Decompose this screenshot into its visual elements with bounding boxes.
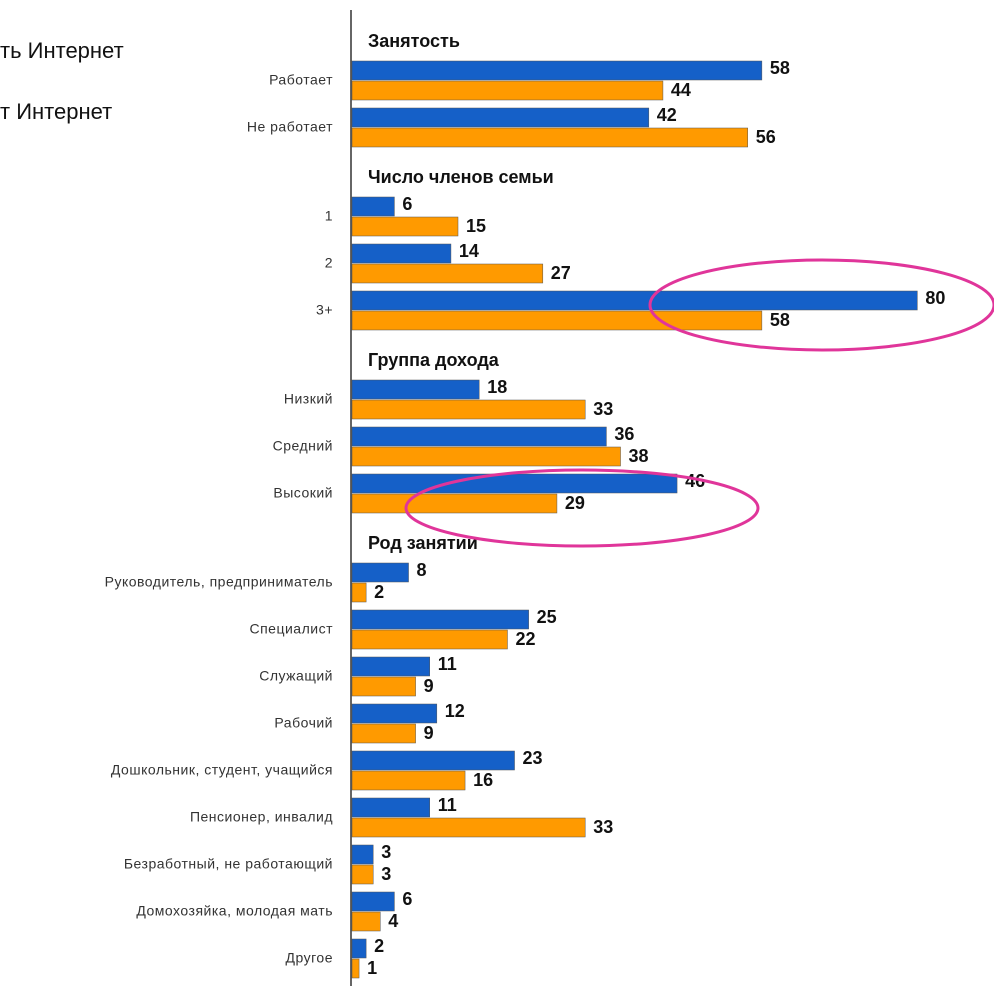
bar [351,379,480,400]
category-label: Не работает [247,119,333,135]
value-label: 6 [402,889,412,909]
bar [351,243,452,264]
value-label: 15 [466,216,486,236]
category-label: Специалист [249,621,333,637]
value-label: 38 [629,446,649,466]
bar [351,399,586,420]
bar [351,60,763,81]
group-title: Род занятии [368,533,478,553]
value-label: 46 [685,471,705,491]
bar [351,196,395,217]
value-label: 8 [417,560,427,580]
category-label: 2 [325,255,333,271]
bar [351,290,918,311]
value-label: 11 [438,654,457,674]
category-label: 3+ [316,302,333,318]
legend-label: т Интернет [0,99,112,124]
value-label: 12 [445,701,465,721]
category-label: Пенсионер, инвалид [190,809,333,825]
category-label: Работает [269,72,333,88]
value-label: 58 [770,310,790,330]
bar [351,473,678,494]
bar [351,263,544,284]
value-label: 6 [402,194,412,214]
bar [351,703,438,724]
bar [351,107,650,128]
bar [351,310,763,331]
category-label: Средний [273,438,333,454]
category-label: 1 [325,208,333,224]
value-label: 27 [551,263,571,283]
group-title: Группа дохода [368,350,500,370]
highlight-ellipse [404,468,760,548]
category-label: Дошкольник, студент, учащийся [111,762,333,778]
bar [351,582,367,603]
bar [351,817,586,838]
bar [351,609,529,630]
category-label: Безработный, не работающий [124,856,333,872]
bar [351,750,515,771]
value-label: 56 [756,127,776,147]
value-label: 14 [459,241,479,261]
category-label: Домохозяйка, молодая мать [136,903,333,919]
value-label: 44 [671,80,691,100]
bar [351,656,430,677]
value-label: 18 [487,377,507,397]
category-label: Руководитель, предприниматель [105,574,333,590]
value-label: 33 [593,817,613,837]
category-label: Служащий [259,668,333,684]
bar [351,723,416,744]
value-label: 42 [657,105,677,125]
value-label: 11 [438,795,457,815]
value-label: 2 [374,936,384,956]
value-label: 80 [925,288,945,308]
bar [351,864,374,885]
bar [351,446,621,467]
bar [351,676,416,697]
group-title: Занятость [368,31,460,51]
bar [351,797,430,818]
bar [351,891,395,912]
bar [351,629,508,650]
group-title: Число членов семьи [368,167,554,187]
category-label: Низкий [284,391,333,407]
value-label: 2 [374,582,384,602]
bar [351,216,459,237]
legend-label: ть Интернет [0,38,124,63]
value-label: 9 [424,723,434,743]
bar [351,127,748,148]
bar [351,493,558,514]
highlight-ellipse [648,258,994,352]
category-label: Другое [286,950,333,966]
bar [351,80,664,101]
value-label: 1 [367,958,377,978]
bar [351,844,374,865]
value-label: 29 [565,493,585,513]
value-label: 36 [614,424,634,444]
bar [351,958,360,979]
value-label: 9 [424,676,434,696]
value-label: 33 [593,399,613,419]
bar [351,426,607,447]
bar [351,562,409,583]
bar [351,938,367,959]
value-label: 58 [770,58,790,78]
value-label: 23 [523,748,543,768]
category-label: Рабочий [274,715,333,731]
value-label: 22 [515,629,535,649]
value-label: 16 [473,770,493,790]
bar [351,770,466,791]
value-label: 4 [388,911,398,931]
value-label: 3 [381,842,391,862]
value-label: 25 [537,607,557,627]
bar [351,911,381,932]
value-label: 3 [381,864,391,884]
category-label: Высокий [273,485,333,501]
